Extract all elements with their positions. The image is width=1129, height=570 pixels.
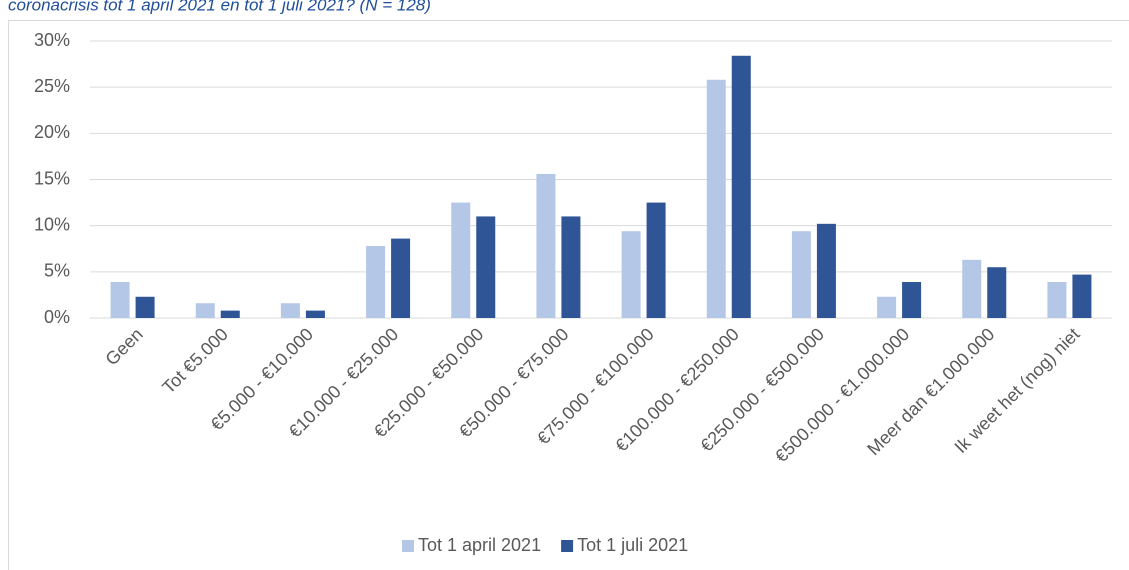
bar [791,231,811,318]
bar [391,238,411,318]
bar [621,231,641,318]
bar [816,223,836,318]
y-tick-label: 15% [34,168,70,188]
y-tick-label: 0% [44,307,70,327]
bar [536,173,556,318]
bar [195,303,215,318]
y-tick-label: 30% [34,30,70,50]
chart-title: coronacrisis tot 1 april 2021 en tot 1 j… [8,0,431,14]
legend-label: Tot 1 april 2021 [418,535,541,555]
bar [646,202,666,318]
y-tick-label: 10% [34,214,70,234]
bar [451,202,471,318]
x-tick-label: Geen [101,324,146,369]
bar [877,296,897,318]
legend-swatch [561,540,574,552]
bar [305,310,325,318]
bar [280,303,300,318]
bar [220,310,240,318]
bar [962,259,982,318]
y-tick-label: 25% [34,76,70,96]
x-tick-label: Tot €5.000 [158,324,232,398]
legend-label: Tot 1 juli 2021 [577,535,688,555]
bar [706,79,726,318]
bar [987,267,1007,318]
y-tick-label: 5% [44,261,70,281]
bar [561,216,581,318]
bar [1047,281,1067,318]
bar [902,281,922,318]
chart-border [8,20,1129,570]
bar [731,55,751,318]
bar [110,281,130,318]
y-tick-label: 20% [34,122,70,142]
bar [366,245,386,318]
bar [135,296,155,318]
bar [476,216,496,318]
legend-swatch [402,540,414,552]
bar [1072,274,1092,318]
